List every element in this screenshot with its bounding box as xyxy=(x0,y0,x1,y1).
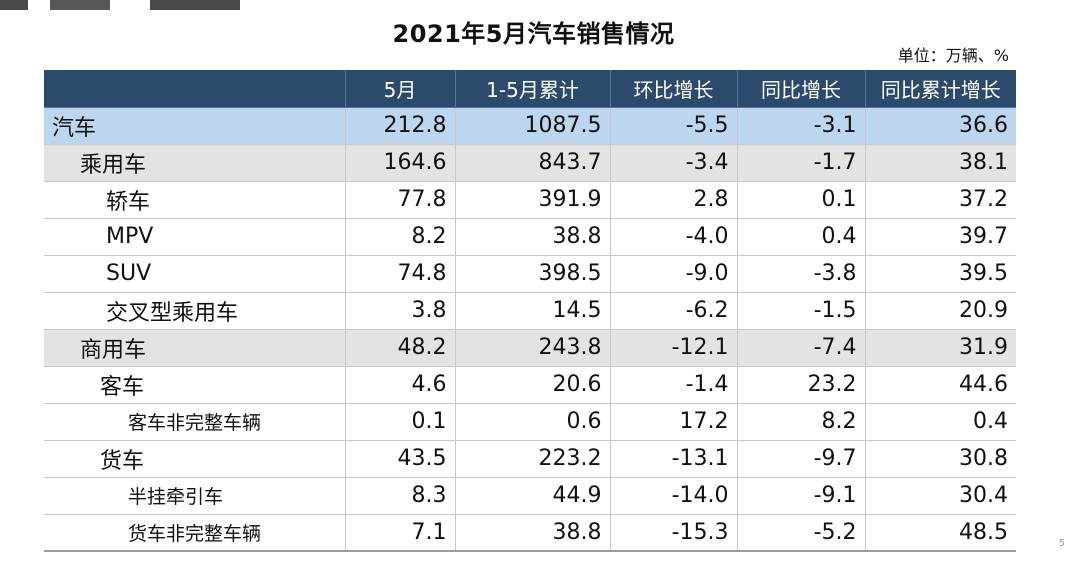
table-row: 客车 4.6 20.6 -1.4 23.2 44.6 xyxy=(44,366,1016,404)
page-edge-mark: 5 xyxy=(1058,538,1065,549)
cell-may: 43.5 xyxy=(345,440,456,478)
row-name: 货车 xyxy=(44,440,346,478)
cell-may: 3.8 xyxy=(345,292,456,330)
table-row: 货车 43.5 223.2 -13.1 -9.7 30.8 xyxy=(44,440,1016,478)
row-name: 货车非完整车辆 xyxy=(44,514,346,552)
cell-ytd-yoy: 0.4 xyxy=(865,403,1016,441)
header-cell-ytd-yoy: 同比累计增长 xyxy=(865,70,1016,108)
cell-ytd-yoy: 39.5 xyxy=(865,255,1016,293)
header-cell-mom: 环比增长 xyxy=(610,70,738,108)
cell-mom: -9.0 xyxy=(610,255,738,293)
cell-yoy: 0.4 xyxy=(737,218,866,256)
row-name: 客车 xyxy=(44,366,346,404)
header-cell-may: 5月 xyxy=(345,70,456,108)
cell-yoy: 8.2 xyxy=(737,403,866,441)
table-row: 乘用车 164.6 843.7 -3.4 -1.7 38.1 xyxy=(44,144,1016,182)
cell-ytd: 0.6 xyxy=(455,403,611,441)
cell-mom: -12.1 xyxy=(610,329,738,367)
cell-yoy: -9.1 xyxy=(737,477,866,515)
cell-yoy: -9.7 xyxy=(737,440,866,478)
cell-yoy: -3.1 xyxy=(737,107,866,145)
cell-mom: -14.0 xyxy=(610,477,738,515)
cell-yoy: -5.2 xyxy=(737,514,866,552)
cell-yoy: -7.4 xyxy=(737,329,866,367)
cell-ytd: 44.9 xyxy=(455,477,611,515)
table-row: SUV 74.8 398.5 -9.0 -3.8 39.5 xyxy=(44,255,1016,293)
cell-ytd-yoy: 30.8 xyxy=(865,440,1016,478)
page-title: 2021年5月汽车销售情况 xyxy=(392,20,675,48)
row-name: MPV xyxy=(44,218,346,256)
cell-ytd-yoy: 39.7 xyxy=(865,218,1016,256)
cell-ytd: 398.5 xyxy=(455,255,611,293)
cell-yoy: -3.8 xyxy=(737,255,866,293)
table-header-row: 5月 1-5月累计 环比增长 同比增长 同比累计增长 xyxy=(44,70,1016,108)
row-name: 轿车 xyxy=(44,181,346,219)
cell-may: 77.8 xyxy=(345,181,456,219)
cell-ytd: 1087.5 xyxy=(455,107,611,145)
cell-mom: -3.4 xyxy=(610,144,738,182)
row-name: SUV xyxy=(44,255,346,293)
row-name: 半挂牵引车 xyxy=(44,477,346,515)
cell-ytd-yoy: 20.9 xyxy=(865,292,1016,330)
cell-mom: -5.5 xyxy=(610,107,738,145)
cell-ytd: 38.8 xyxy=(455,514,611,552)
row-name: 汽车 xyxy=(44,107,346,145)
cell-mom: -13.1 xyxy=(610,440,738,478)
cell-mom: -1.4 xyxy=(610,366,738,404)
table-row: 汽车 212.8 1087.5 -5.5 -3.1 36.6 xyxy=(44,107,1016,145)
table-body: 汽车 212.8 1087.5 -5.5 -3.1 36.6 乘用车 164.6… xyxy=(44,107,1016,552)
cell-yoy: -1.7 xyxy=(737,144,866,182)
table-row: 货车非完整车辆 7.1 38.8 -15.3 -5.2 48.5 xyxy=(44,514,1016,552)
row-name: 交叉型乘用车 xyxy=(44,292,346,330)
cell-ytd: 391.9 xyxy=(455,181,611,219)
row-name: 乘用车 xyxy=(44,144,346,182)
cell-mom: 2.8 xyxy=(610,181,738,219)
table-row: 商用车 48.2 243.8 -12.1 -7.4 31.9 xyxy=(44,329,1016,367)
cell-may: 7.1 xyxy=(345,514,456,552)
header-cell-yoy: 同比增长 xyxy=(737,70,866,108)
cell-yoy: -1.5 xyxy=(737,292,866,330)
table-row: MPV 8.2 38.8 -4.0 0.4 39.7 xyxy=(44,218,1016,256)
sales-table: 5月 1-5月累计 环比增长 同比增长 同比累计增长 汽车 212.8 1087… xyxy=(44,70,1016,552)
cell-ytd: 843.7 xyxy=(455,144,611,182)
header-cell-ytd: 1-5月累计 xyxy=(455,70,611,108)
table-row: 轿车 77.8 391.9 2.8 0.1 37.2 xyxy=(44,181,1016,219)
table-row: 交叉型乘用车 3.8 14.5 -6.2 -1.5 20.9 xyxy=(44,292,1016,330)
cropped-header-fragment xyxy=(0,0,300,10)
cell-mom: -6.2 xyxy=(610,292,738,330)
cell-ytd-yoy: 30.4 xyxy=(865,477,1016,515)
cell-ytd-yoy: 48.5 xyxy=(865,514,1016,552)
unit-note: 单位：万辆、% xyxy=(897,46,1009,65)
cell-mom: -15.3 xyxy=(610,514,738,552)
cell-yoy: 23.2 xyxy=(737,366,866,404)
cell-ytd: 14.5 xyxy=(455,292,611,330)
row-name: 商用车 xyxy=(44,329,346,367)
header-cell-category xyxy=(44,70,346,108)
cell-yoy: 0.1 xyxy=(737,181,866,219)
cell-may: 8.2 xyxy=(345,218,456,256)
cell-mom: -4.0 xyxy=(610,218,738,256)
cell-may: 48.2 xyxy=(345,329,456,367)
table-row: 客车非完整车辆 0.1 0.6 17.2 8.2 0.4 xyxy=(44,403,1016,441)
cell-may: 212.8 xyxy=(345,107,456,145)
cell-ytd-yoy: 38.1 xyxy=(865,144,1016,182)
cell-may: 164.6 xyxy=(345,144,456,182)
cell-ytd-yoy: 37.2 xyxy=(865,181,1016,219)
cell-ytd: 38.8 xyxy=(455,218,611,256)
cell-may: 74.8 xyxy=(345,255,456,293)
cell-may: 8.3 xyxy=(345,477,456,515)
cell-ytd-yoy: 44.6 xyxy=(865,366,1016,404)
cell-may: 0.1 xyxy=(345,403,456,441)
table-row: 半挂牵引车 8.3 44.9 -14.0 -9.1 30.4 xyxy=(44,477,1016,515)
cell-mom: 17.2 xyxy=(610,403,738,441)
row-name: 客车非完整车辆 xyxy=(44,403,346,441)
cell-ytd: 20.6 xyxy=(455,366,611,404)
cell-ytd: 223.2 xyxy=(455,440,611,478)
cell-ytd-yoy: 36.6 xyxy=(865,107,1016,145)
cell-ytd: 243.8 xyxy=(455,329,611,367)
cell-ytd-yoy: 31.9 xyxy=(865,329,1016,367)
cell-may: 4.6 xyxy=(345,366,456,404)
